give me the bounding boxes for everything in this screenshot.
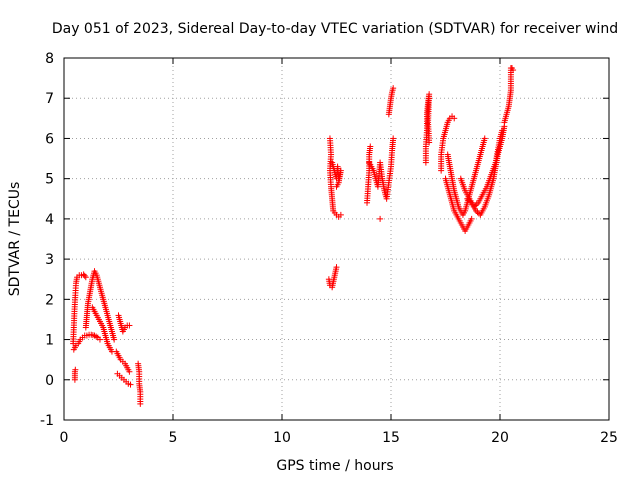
y-tick-label: 7	[45, 91, 54, 107]
y-tick-label: 4	[45, 212, 54, 228]
data-point	[126, 322, 133, 329]
data-point	[367, 143, 374, 150]
data-point	[337, 211, 344, 218]
data-point	[473, 207, 480, 214]
x-tick-labels: 0 5 10 15 20 25	[60, 430, 618, 446]
x-axis-label: GPS time / hours	[276, 458, 393, 474]
data-point	[127, 381, 134, 388]
grid	[64, 58, 609, 420]
y-tick-label: -1	[40, 413, 54, 429]
data-point	[481, 135, 488, 142]
data-points	[70, 65, 517, 407]
x-tick-label: 10	[273, 430, 291, 446]
x-tick-label: 20	[491, 430, 509, 446]
data-point	[499, 127, 506, 134]
data-point	[470, 203, 477, 210]
data-point	[468, 215, 475, 222]
y-tick-label: 8	[45, 51, 54, 67]
data-point	[474, 209, 481, 216]
chart-title: Day 051 of 2023, Sidereal Day-to-day VTE…	[52, 21, 618, 37]
data-point	[377, 215, 384, 222]
data-point	[72, 366, 79, 373]
data-point	[126, 368, 133, 375]
data-point	[333, 183, 340, 190]
data-point	[137, 400, 144, 407]
y-axis-label: SDTVAR / TECUs	[7, 182, 23, 297]
x-tick-label: 0	[60, 430, 69, 446]
data-point	[451, 115, 458, 122]
data-point	[510, 67, 517, 74]
y-tick-label: 1	[45, 333, 54, 349]
x-tick-label: 15	[382, 430, 400, 446]
data-point	[81, 272, 88, 279]
data-point	[390, 85, 397, 92]
x-tick-label: 25	[600, 430, 618, 446]
axis-ticks	[63, 57, 610, 421]
y-tick-label: 3	[45, 252, 54, 268]
data-point	[475, 210, 482, 217]
y-tick-label: 2	[45, 292, 54, 308]
y-tick-label: 0	[45, 373, 54, 389]
data-point	[111, 336, 118, 343]
data-point	[473, 201, 480, 208]
plot-frame	[63, 57, 610, 421]
data-point	[333, 264, 340, 271]
x-tick-label: 5	[169, 430, 178, 446]
y-tick-label: 6	[45, 131, 54, 147]
data-point	[390, 135, 397, 142]
data-point	[426, 139, 433, 146]
data-point	[82, 274, 89, 281]
data-point	[472, 202, 479, 209]
y-tick-labels: -1 0 1 2 3 4 5 6 7 8	[40, 51, 54, 429]
y-tick-label: 5	[45, 172, 54, 188]
data-point	[96, 336, 103, 343]
